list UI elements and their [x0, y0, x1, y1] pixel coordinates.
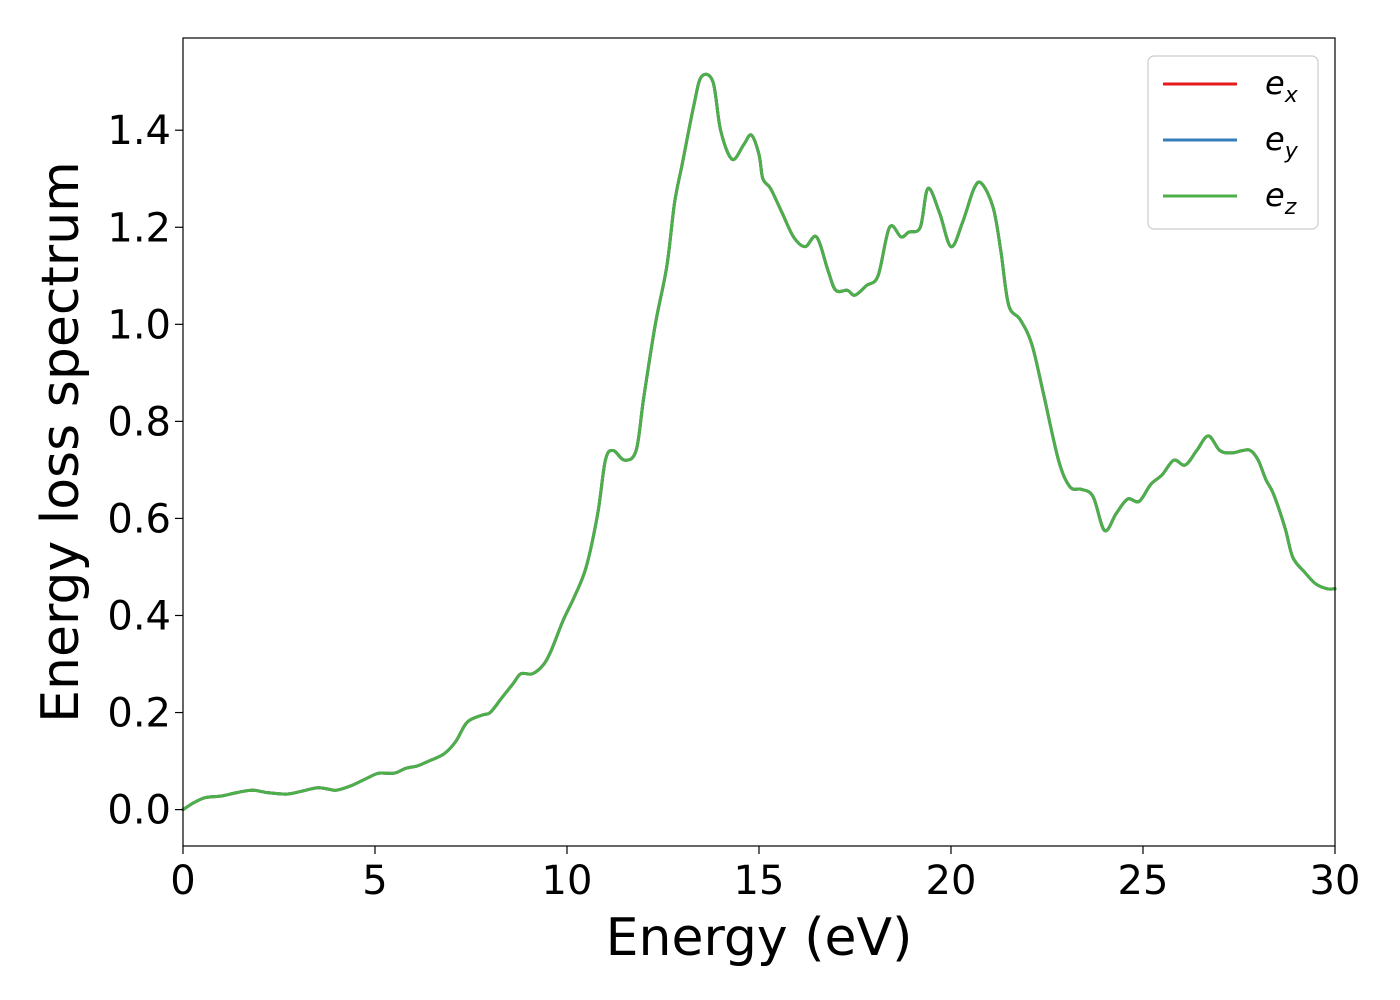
y-tick-label: 1.0: [107, 302, 171, 348]
series-layer: [181, 72, 1337, 812]
y-tick-label: 1.4: [107, 108, 171, 154]
series-line-e-z: [181, 72, 1337, 812]
x-tick-label: 0: [170, 858, 195, 904]
x-tick-label: 5: [362, 858, 387, 904]
legend-label-e-z: ez: [1265, 176, 1297, 220]
y-tick-label: 1.2: [107, 205, 171, 251]
x-tick-label: 30: [1310, 858, 1361, 904]
x-axis: 0 5 10 15 20 25 30: [170, 846, 1360, 904]
y-tick-label: 0.4: [107, 593, 171, 639]
y-tick-label: 0.0: [107, 788, 171, 834]
legend-box: [1147, 55, 1319, 230]
y-axis: 0.0 0.2 0.4 0.6 0.8 1.0 1.2 1.4: [107, 108, 183, 834]
x-tick-label: 20: [926, 858, 977, 904]
legend: ex ey ez: [1147, 55, 1319, 230]
x-tick-label: 10: [542, 858, 593, 904]
x-axis-title: Energy (eV): [606, 908, 913, 968]
x-tick-label: 15: [734, 858, 785, 904]
legend-label-e-y: ey: [1265, 120, 1299, 164]
y-tick-label: 0.6: [107, 496, 171, 542]
y-tick-label: 0.2: [107, 691, 171, 737]
legend-entries: ex ey ez: [1163, 64, 1299, 220]
x-tick-label: 25: [1118, 858, 1169, 904]
legend-label-e-x: ex: [1265, 64, 1299, 108]
y-axis-title: Energy loss spectrum: [31, 161, 91, 723]
y-tick-label: 0.8: [107, 399, 171, 445]
